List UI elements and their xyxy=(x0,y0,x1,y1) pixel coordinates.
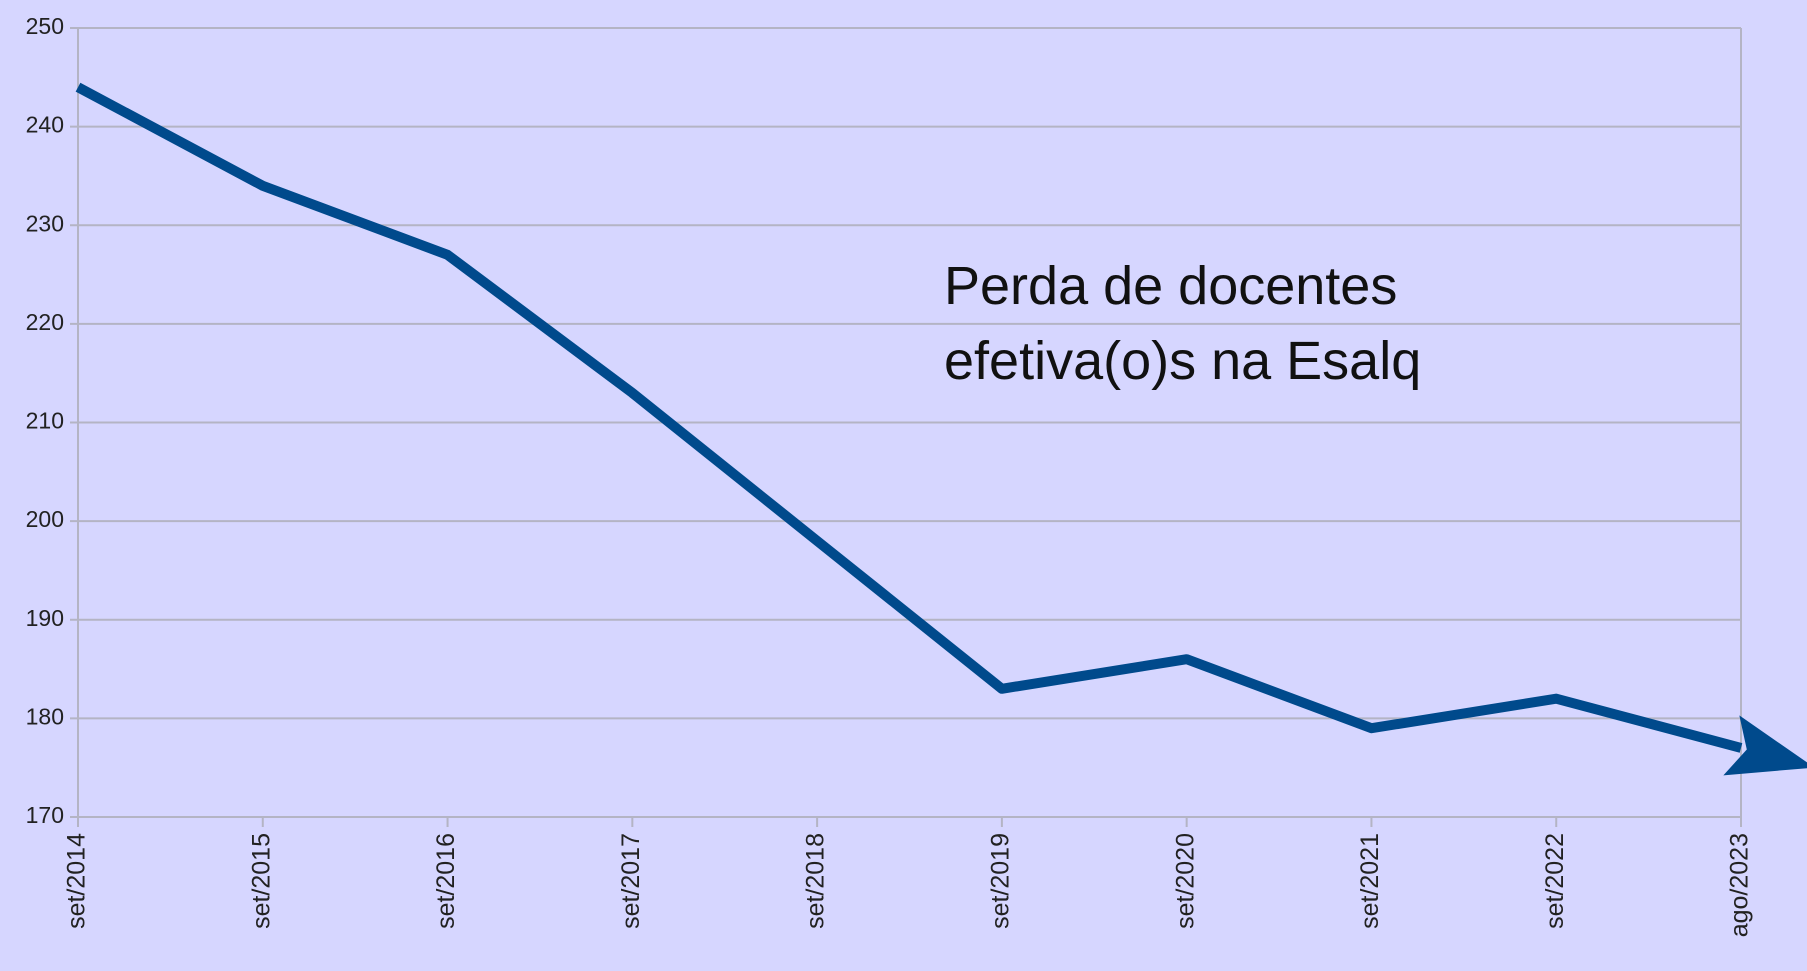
y-tick-label: 190 xyxy=(26,605,64,631)
y-tick-label: 230 xyxy=(26,210,64,236)
x-tick-label: set/2017 xyxy=(617,833,645,929)
x-tick-label: set/2022 xyxy=(1541,833,1569,929)
y-tick-label: 180 xyxy=(26,703,64,729)
x-tick-label: set/2021 xyxy=(1356,833,1384,929)
x-tick-label: set/2016 xyxy=(432,833,460,929)
y-tick-label: 210 xyxy=(26,408,64,434)
x-tick-label: set/2019 xyxy=(986,833,1014,929)
x-tick-label: set/2018 xyxy=(802,833,830,929)
x-tick-label: set/2020 xyxy=(1171,833,1199,929)
line xyxy=(75,82,1807,776)
y-tick-label: 240 xyxy=(26,112,64,138)
y-tick-label: 170 xyxy=(26,802,64,828)
x-tick-label: ago/2023 xyxy=(1726,833,1754,937)
annotation: efetiva(o)s na Esalq xyxy=(944,331,1421,391)
x-tick-label: set/2014 xyxy=(63,833,91,929)
annotation: Perda de docentes xyxy=(944,256,1397,316)
y-tick-label: 200 xyxy=(26,506,64,532)
x-tick-label: set/2015 xyxy=(247,833,275,929)
y-tick-label: 250 xyxy=(26,13,64,39)
y-tick-label: 220 xyxy=(26,309,64,335)
